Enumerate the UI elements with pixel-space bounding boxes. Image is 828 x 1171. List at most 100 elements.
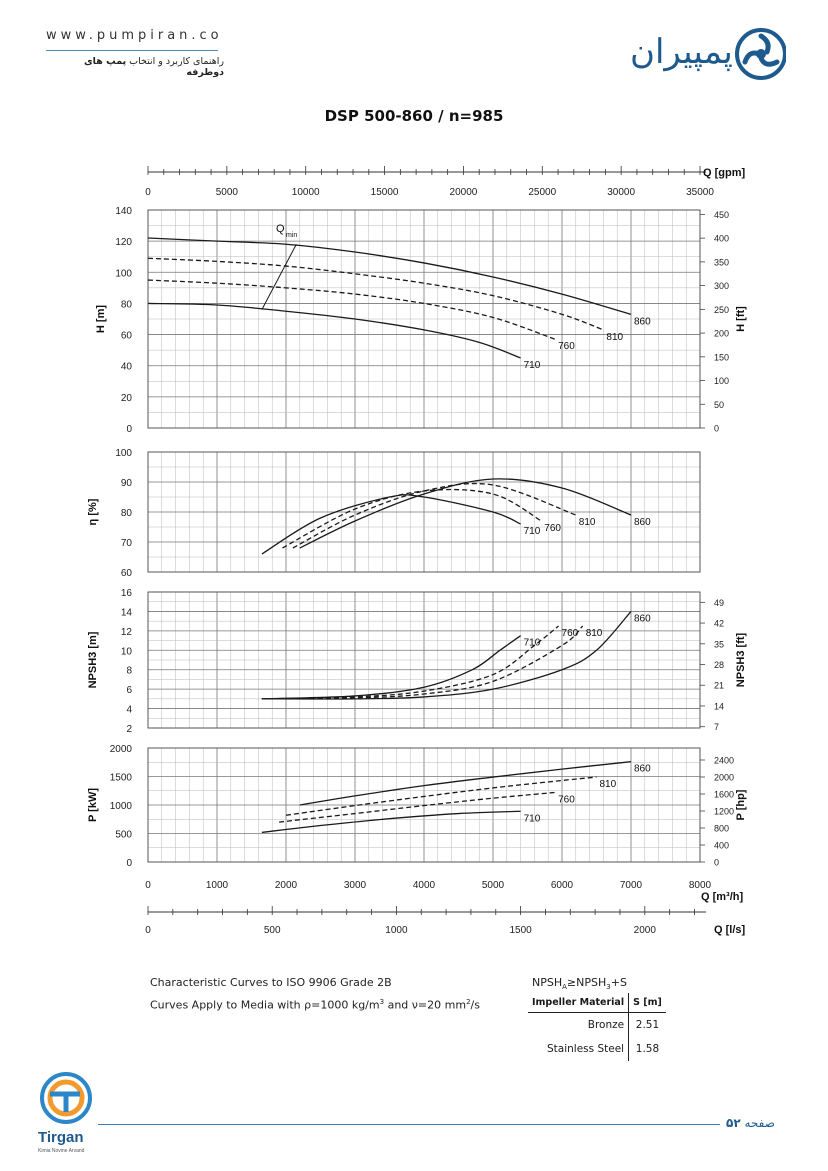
chart-title: DSP 500-860 / n=985 xyxy=(324,107,504,125)
gpm-tick-label: 30000 xyxy=(607,187,635,198)
curve-label: 710 xyxy=(524,638,541,649)
y-tick-right-label: 400 xyxy=(714,234,729,244)
curve-label: 760 xyxy=(544,523,561,534)
curve-power-710 xyxy=(261,810,521,834)
curve-head-810 xyxy=(147,257,604,331)
y-axis-label: η [%] xyxy=(87,498,99,525)
curve-label: 710 xyxy=(524,360,541,371)
curve-efficiency-760 xyxy=(282,488,542,549)
m3h-tick-label: 6000 xyxy=(551,880,574,891)
y-tick-label: 1000 xyxy=(110,801,133,812)
m3h-tick-label: 0 xyxy=(145,880,151,891)
curve-label: 810 xyxy=(606,332,623,343)
curve-power-810 xyxy=(285,776,597,816)
y-tick-label: 500 xyxy=(115,830,132,841)
y-tick-right-label: 400 xyxy=(714,840,729,850)
y-tick-right-label: 800 xyxy=(714,823,729,833)
y-tick-label: 60 xyxy=(121,331,133,342)
y-tick-right-label: 1600 xyxy=(714,789,734,799)
ls-axis-label: Q [l/s] xyxy=(714,924,746,936)
y-tick-label: 16 xyxy=(121,588,133,599)
y-tick-right-label: 200 xyxy=(714,329,729,339)
y-tick-label: 1500 xyxy=(110,773,133,784)
gpm-tick-label: 15000 xyxy=(371,187,399,198)
ls-tick-label: 0 xyxy=(145,925,151,936)
note-media: Curves Apply to Media with ρ=1000 kg/m3 … xyxy=(150,998,480,1012)
y-tick-right-label: 14 xyxy=(714,701,724,711)
table-row: Bronze 2.51 xyxy=(528,1012,666,1037)
ls-tick-label: 1500 xyxy=(509,925,532,936)
page-number: صفحه ۵۲ xyxy=(726,1116,775,1130)
header-subtitle: راهنمای کاربرد و انتخاب پمپ های دوطرفه xyxy=(46,56,224,78)
gpm-tick-label: 35000 xyxy=(686,187,714,198)
y-tick-label: 80 xyxy=(121,299,133,310)
brand-emblem xyxy=(735,28,786,80)
curve-label: 860 xyxy=(634,316,651,327)
y-tick-right-label: 0 xyxy=(714,424,719,434)
table-row: Stainless Steel 1.58 xyxy=(528,1037,666,1061)
curve-power-860 xyxy=(299,761,632,806)
y-axis-right-label: NPSH3 [ft] xyxy=(735,632,747,687)
curve-label: 760 xyxy=(558,341,575,352)
qmin-line xyxy=(261,244,297,310)
y-tick-right-label: 250 xyxy=(714,305,729,315)
header-subtitle-pre: راهنمای کاربرد و انتخاب xyxy=(129,56,224,67)
y-tick-label: 80 xyxy=(121,508,133,519)
col-s: S [m] xyxy=(628,993,666,1013)
header-subtitle-bold: پمپ های دوطرفه xyxy=(83,56,224,78)
logo-text: Tirgan xyxy=(38,1129,84,1146)
y-tick-right-label: 100 xyxy=(714,376,729,386)
curve-label: 860 xyxy=(634,613,651,624)
ls-tick-label: 1000 xyxy=(385,925,408,936)
y-tick-label: 14 xyxy=(121,607,133,618)
y-tick-label: 40 xyxy=(121,362,133,373)
impeller-s-table: Impeller Material S [m] Bronze 2.51 Stai… xyxy=(528,993,666,1061)
note-iso: Characteristic Curves to ISO 9906 Grade … xyxy=(150,976,392,989)
y-axis-right-label: P [hp] xyxy=(735,789,747,820)
y-tick-right-label: 49 xyxy=(714,598,724,608)
col-material: Impeller Material xyxy=(528,993,630,1013)
y-tick-right-label: 2000 xyxy=(714,772,734,782)
curve-efficiency-810 xyxy=(292,482,577,549)
y-tick-right-label: 1200 xyxy=(714,806,734,816)
m3h-tick-label: 3000 xyxy=(344,880,367,891)
y-tick-right-label: 7 xyxy=(714,722,719,732)
y-tick-right-label: 300 xyxy=(714,281,729,291)
curve-npsh-760 xyxy=(261,625,559,700)
footer-rule xyxy=(98,1124,720,1125)
gpm-axis-label: Q [gpm] xyxy=(703,167,745,179)
curve-head-710 xyxy=(147,302,521,359)
curve-label: 710 xyxy=(524,526,541,537)
y-tick-label: 8 xyxy=(126,666,132,677)
curve-head-860 xyxy=(147,237,632,315)
ls-tick-label: 500 xyxy=(264,925,281,936)
pumpiran-logo xyxy=(735,28,786,80)
curve-efficiency-860 xyxy=(299,478,632,549)
m3h-tick-label: 5000 xyxy=(482,880,505,891)
m3h-axis-label: Q [m³/h] xyxy=(701,891,743,903)
y-tick-right-label: 0 xyxy=(714,858,719,868)
y-tick-label: 140 xyxy=(115,206,132,217)
y-tick-label: 2 xyxy=(126,724,132,735)
panel-frame xyxy=(147,591,701,729)
curves-layer xyxy=(147,237,632,834)
y-tick-label: 70 xyxy=(121,538,133,549)
curve-label: 760 xyxy=(558,794,575,805)
y-tick-right-label: 28 xyxy=(714,660,724,670)
panel-frame xyxy=(147,209,701,429)
gpm-tick-label: 25000 xyxy=(528,187,556,198)
y-tick-label: 10 xyxy=(121,646,133,657)
y-axis-label: NPSH3 [m] xyxy=(87,631,99,688)
y-tick-label: 90 xyxy=(121,478,133,489)
y-tick-label: 2000 xyxy=(110,744,133,755)
y-tick-label: 6 xyxy=(126,685,132,696)
curve-label: 710 xyxy=(524,813,541,824)
m3h-tick-label: 4000 xyxy=(413,880,436,891)
gpm-tick-label: 0 xyxy=(145,187,151,198)
curve-label: 810 xyxy=(600,779,617,790)
panel-frame xyxy=(147,451,701,573)
test-notes: Characteristic Curves to ISO 9906 Grade … xyxy=(150,976,480,1021)
y-tick-label: 0 xyxy=(126,424,132,435)
